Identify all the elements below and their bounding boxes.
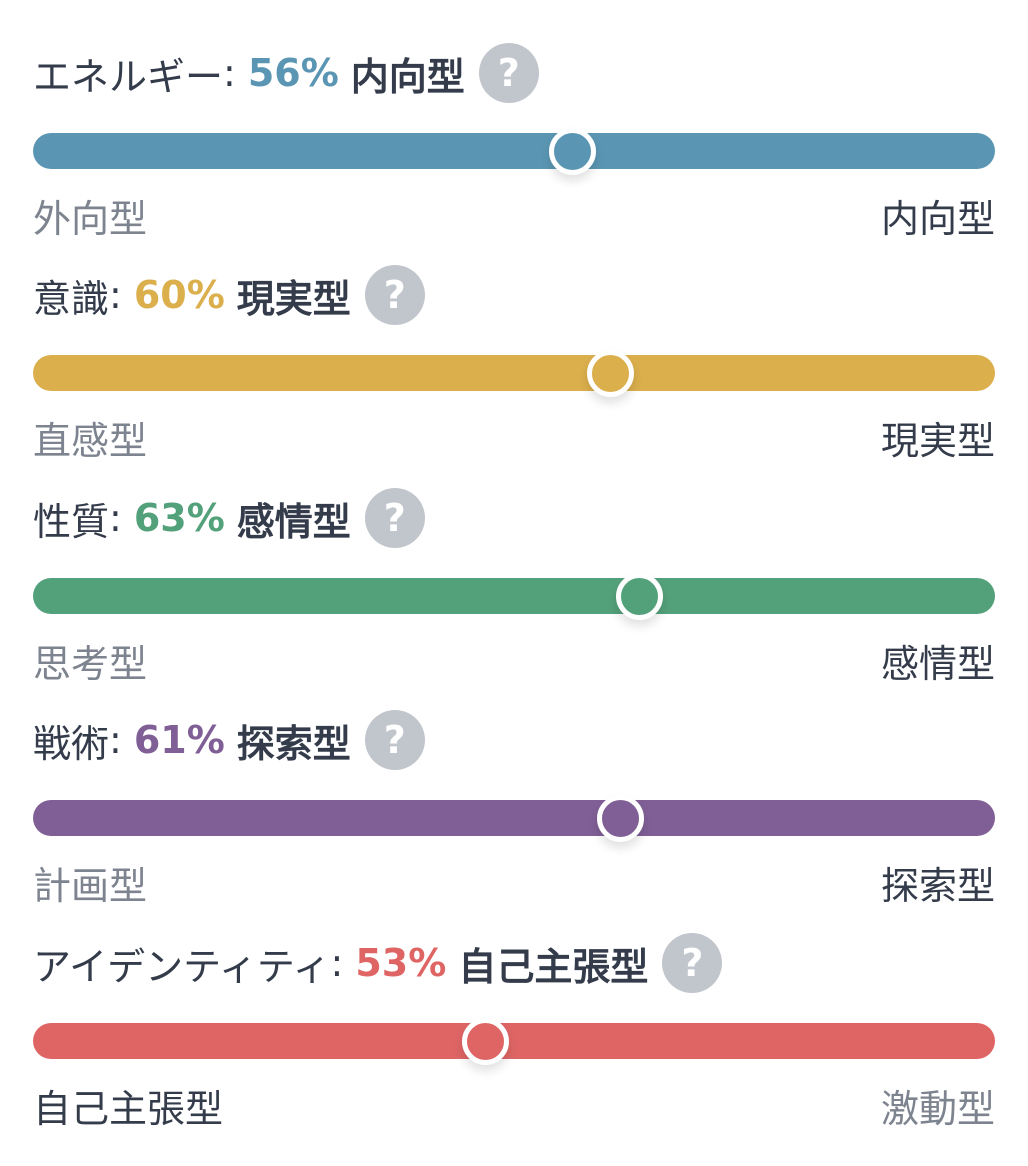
trait-type: 感情型: [236, 499, 351, 544]
trait-mind: 意識 : 60% 現実型 ? 直感型 現実型: [33, 265, 995, 463]
trait-slider-thumb[interactable]: [596, 795, 644, 842]
trait-right-pole: 探索型: [880, 864, 995, 908]
trait-energy: エネルギー : 56% 内向型 ? 外向型 内向型: [33, 43, 995, 241]
trait-left-pole: 自己主張型: [33, 1087, 224, 1131]
question-icon[interactable]: ?: [364, 265, 425, 325]
trait-percent: 61%: [133, 718, 225, 762]
question-icon[interactable]: ?: [478, 43, 539, 103]
trait-header: 戦術 : 61% 探索型 ?: [33, 710, 425, 770]
trait-slider-track[interactable]: [33, 795, 995, 842]
trait-type: 自己主張型: [458, 944, 649, 989]
trait-percent: 56%: [247, 51, 339, 95]
question-icon[interactable]: ?: [364, 488, 425, 548]
trait-slider-thumb[interactable]: [587, 350, 635, 397]
trait-colon: :: [223, 51, 236, 95]
trait-colon: :: [109, 496, 122, 540]
trait-tactics: 戦術 : 61% 探索型 ? 計画型 探索型: [33, 710, 995, 908]
trait-name: アイデンティティ: [33, 944, 331, 989]
trait-right-pole: 内向型: [880, 197, 995, 241]
question-icon[interactable]: ?: [662, 933, 723, 993]
trait-percent: 53%: [355, 941, 447, 985]
trait-header: アイデンティティ : 53% 自己主張型 ?: [33, 933, 723, 993]
trait-slider-track[interactable]: [33, 1018, 995, 1065]
trait-nature: 性質 : 63% 感情型 ? 思考型 感情型: [33, 488, 995, 686]
trait-slider-thumb[interactable]: [548, 128, 596, 175]
trait-header: 性質 : 63% 感情型 ?: [33, 488, 425, 548]
trait-colon: :: [109, 718, 122, 762]
trait-header: エネルギー : 56% 内向型 ?: [33, 43, 539, 103]
trait-left-pole: 外向型: [33, 197, 148, 241]
trait-type: 内向型: [350, 54, 465, 99]
trait-name: エネルギー: [33, 54, 224, 99]
trait-colon: :: [109, 273, 122, 317]
trait-left-pole: 思考型: [33, 642, 148, 686]
trait-slider-track[interactable]: [33, 573, 995, 620]
trait-slider-thumb[interactable]: [616, 573, 664, 620]
trait-right-pole: 感情型: [880, 642, 995, 686]
trait-slider-thumb[interactable]: [462, 1018, 510, 1065]
trait-name: 性質: [33, 499, 110, 544]
trait-header: 意識 : 60% 現実型 ?: [33, 265, 425, 325]
trait-name: 意識: [33, 276, 110, 321]
trait-left-pole: 計画型: [33, 864, 148, 908]
trait-slider-track[interactable]: [33, 350, 995, 397]
trait-type: 探索型: [236, 721, 351, 766]
trait-right-pole: 現実型: [880, 419, 995, 463]
trait-colon: :: [330, 941, 344, 985]
question-icon[interactable]: ?: [364, 710, 425, 770]
trait-slider-track[interactable]: [33, 128, 995, 175]
trait-right-pole: 激動型: [880, 1087, 995, 1131]
trait-identity: アイデンティティ : 53% 自己主張型 ? 自己主張型 激動型: [33, 933, 995, 1131]
trait-name: 戦術: [33, 721, 110, 766]
trait-percent: 60%: [133, 273, 225, 317]
trait-left-pole: 直感型: [33, 419, 148, 463]
trait-percent: 63%: [133, 496, 225, 540]
trait-type: 現実型: [236, 276, 351, 321]
